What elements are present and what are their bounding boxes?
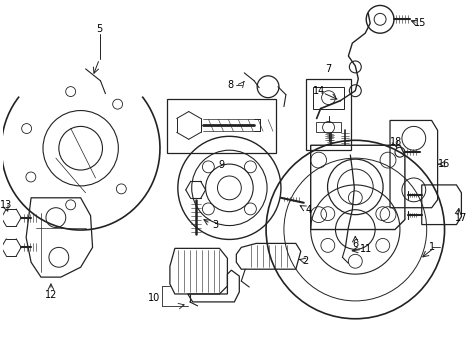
Text: 14: 14 [312,86,325,96]
Text: 5: 5 [96,24,103,34]
Text: 18: 18 [390,137,402,147]
Text: 13: 13 [0,200,12,210]
Bar [306,79,351,150]
Text: 16: 16 [438,159,451,169]
Text: 8: 8 [228,80,234,90]
Text: 6: 6 [352,239,358,250]
Text: 3: 3 [212,220,219,230]
Text: 9: 9 [219,160,225,170]
Bar [316,122,341,132]
Bar [167,98,276,153]
Text: 1: 1 [428,242,435,252]
Text: 7: 7 [326,64,332,74]
Text: 10: 10 [148,293,160,303]
Text: 15: 15 [414,18,426,28]
Bar [313,87,345,109]
Text: 2: 2 [302,256,309,266]
Text: 11: 11 [360,244,373,254]
Text: 12: 12 [45,290,57,300]
Text: 4: 4 [306,205,312,215]
Text: 17: 17 [455,213,467,223]
